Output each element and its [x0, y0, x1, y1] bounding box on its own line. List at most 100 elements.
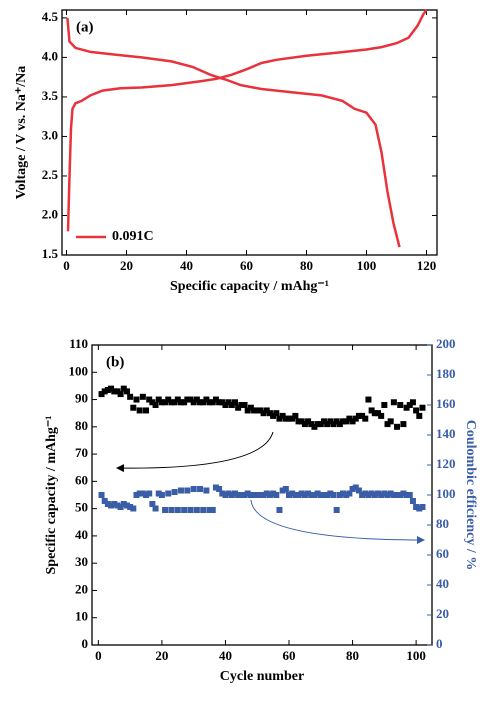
- point: [162, 507, 169, 513]
- x-axis-label: Cycle number: [220, 669, 304, 684]
- point: [289, 415, 296, 422]
- point: [365, 396, 372, 403]
- point: [168, 507, 175, 513]
- y-tick-label: 1.5: [42, 246, 59, 261]
- point: [327, 418, 334, 425]
- point: [190, 399, 197, 406]
- point: [333, 507, 340, 513]
- point: [403, 404, 410, 411]
- point: [365, 492, 372, 498]
- point: [317, 492, 324, 498]
- panel-label: (b): [106, 354, 124, 370]
- point: [317, 421, 324, 428]
- point: [206, 507, 213, 513]
- line: [66, 9, 428, 232]
- point: [416, 412, 423, 419]
- point: [254, 407, 261, 414]
- arrow: [250, 499, 425, 544]
- point: [263, 490, 270, 497]
- point: [101, 498, 108, 504]
- point: [231, 490, 238, 497]
- y2-tick-label: 160: [436, 396, 456, 411]
- point: [346, 415, 353, 422]
- point: [187, 396, 194, 403]
- y2-tick-label: 120: [436, 456, 456, 471]
- panel-label: (a): [76, 19, 94, 35]
- point: [340, 490, 347, 497]
- point: [257, 407, 264, 414]
- point: [117, 504, 124, 510]
- point: [409, 498, 416, 504]
- point: [149, 501, 156, 507]
- y-tick-label: 90: [75, 391, 88, 406]
- point: [346, 490, 353, 497]
- point: [193, 396, 200, 403]
- point: [111, 388, 118, 395]
- point: [127, 504, 134, 510]
- point: [117, 391, 124, 398]
- point: [155, 490, 162, 497]
- point: [413, 504, 420, 510]
- point: [352, 415, 359, 422]
- point: [177, 487, 184, 494]
- point: [390, 399, 397, 406]
- point: [130, 505, 137, 512]
- point: [130, 404, 137, 411]
- point: [247, 492, 254, 498]
- line: [66, 17, 401, 248]
- point: [209, 399, 216, 406]
- point: [104, 387, 111, 393]
- point: [171, 489, 178, 495]
- point: [273, 410, 280, 417]
- y-tick-label: 100: [69, 363, 89, 378]
- point: [400, 490, 407, 497]
- point: [111, 501, 118, 507]
- point: [200, 399, 207, 406]
- x-tick-label: 40: [180, 258, 193, 273]
- point: [228, 402, 235, 408]
- point: [136, 490, 143, 497]
- point: [292, 492, 299, 498]
- point: [419, 404, 426, 411]
- x-tick-label: 20: [120, 258, 133, 273]
- point: [333, 418, 340, 425]
- point: [225, 490, 232, 497]
- y-tick-label: 2.5: [42, 167, 59, 182]
- y-tick-label: 40: [75, 527, 88, 542]
- point: [257, 492, 264, 498]
- point: [308, 492, 315, 498]
- point: [203, 396, 210, 403]
- point: [270, 412, 277, 419]
- point: [139, 393, 146, 400]
- point: [320, 492, 327, 498]
- point: [133, 396, 140, 403]
- point: [343, 492, 350, 498]
- point: [368, 490, 375, 497]
- y-tick-label: 3.5: [42, 88, 59, 103]
- point: [146, 490, 153, 497]
- y-tick-label: 4.0: [42, 48, 58, 63]
- point: [374, 490, 381, 497]
- point: [212, 484, 219, 491]
- point: [133, 492, 140, 498]
- point: [171, 399, 178, 406]
- point: [289, 490, 296, 497]
- point: [98, 492, 105, 498]
- arrow: [116, 431, 274, 473]
- y-axis-label: Voltage / V vs. Na⁺/Na: [14, 66, 29, 200]
- point: [101, 388, 108, 395]
- point: [403, 492, 410, 498]
- point: [235, 492, 242, 498]
- point: [286, 415, 293, 422]
- point: [139, 490, 146, 497]
- point: [381, 490, 388, 497]
- point: [108, 502, 115, 509]
- y2-tick-label: 40: [436, 576, 449, 591]
- point: [152, 505, 159, 512]
- point: [123, 388, 130, 395]
- y-tick-label: 70: [75, 445, 88, 460]
- point: [384, 492, 391, 498]
- point: [336, 421, 343, 428]
- point: [276, 415, 283, 422]
